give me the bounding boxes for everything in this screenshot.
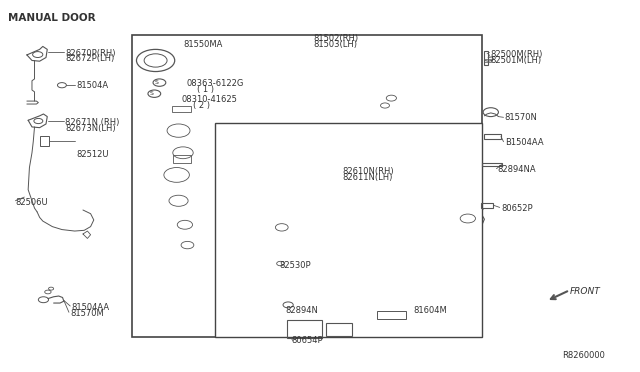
Text: 82512U: 82512U <box>77 150 109 159</box>
Text: 82500M(RH): 82500M(RH) <box>491 51 543 60</box>
Bar <box>40 136 49 146</box>
Bar <box>132 35 483 337</box>
Bar <box>215 123 483 337</box>
Text: S: S <box>149 91 153 96</box>
Text: 81570N: 81570N <box>505 113 538 122</box>
Text: 82673N(LH): 82673N(LH) <box>65 124 116 132</box>
Text: 82894N: 82894N <box>285 305 319 315</box>
Bar <box>378 311 406 319</box>
Text: S: S <box>154 80 158 85</box>
Bar <box>326 323 352 336</box>
Text: 08310-41625: 08310-41625 <box>182 96 237 105</box>
Text: B1504AA: B1504AA <box>505 138 543 147</box>
Text: 81550MA: 81550MA <box>183 41 222 49</box>
Text: 81504AA: 81504AA <box>72 302 109 312</box>
Bar <box>172 106 191 112</box>
Text: 82894NA: 82894NA <box>498 165 536 174</box>
Text: 81504A: 81504A <box>77 81 109 90</box>
Text: R8260000: R8260000 <box>562 351 605 360</box>
Text: 82506U: 82506U <box>15 198 48 207</box>
Text: 08363-6122G: 08363-6122G <box>186 79 244 88</box>
Text: 82611N(LH): 82611N(LH) <box>342 173 393 182</box>
Text: 81570M: 81570M <box>70 309 104 318</box>
Bar <box>484 59 491 62</box>
Bar <box>173 155 191 163</box>
Bar <box>484 134 501 139</box>
Bar <box>483 163 502 166</box>
Text: 81604M: 81604M <box>413 305 447 315</box>
Text: 82530P: 82530P <box>280 261 312 270</box>
Text: 82501M(LH): 82501M(LH) <box>491 56 542 65</box>
Text: 81503(LH): 81503(LH) <box>314 40 358 49</box>
Bar <box>481 203 493 208</box>
Text: 82671N (RH): 82671N (RH) <box>65 118 120 126</box>
Text: MANUAL DOOR: MANUAL DOOR <box>8 13 95 23</box>
Text: ( 2 ): ( 2 ) <box>193 102 209 110</box>
Text: ( 1 ): ( 1 ) <box>197 85 214 94</box>
Text: 82672P(LH): 82672P(LH) <box>65 54 115 64</box>
Text: 80652P: 80652P <box>501 203 532 213</box>
Text: 80654P: 80654P <box>291 336 323 345</box>
Bar <box>287 320 322 338</box>
Text: FRONT: FRONT <box>570 287 600 296</box>
Text: 82610N(RH): 82610N(RH) <box>342 167 394 176</box>
Bar <box>484 51 488 65</box>
Text: 82670P(RH): 82670P(RH) <box>65 49 116 58</box>
Text: 81502(RH): 81502(RH) <box>314 34 359 43</box>
